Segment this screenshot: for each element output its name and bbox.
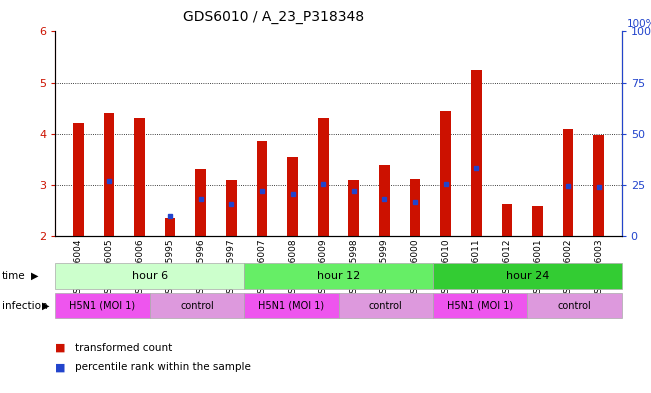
Bar [55, 293, 150, 318]
Bar [55, 263, 244, 289]
Bar [348, 180, 359, 236]
Bar [532, 206, 543, 236]
Bar [501, 204, 512, 236]
Text: ▶: ▶ [42, 301, 50, 310]
Bar [244, 263, 433, 289]
Text: control: control [369, 301, 402, 310]
Bar [433, 293, 527, 318]
Bar [287, 156, 298, 236]
Bar [318, 118, 329, 236]
Bar [562, 129, 574, 236]
Text: control: control [180, 301, 214, 310]
Text: hour 6: hour 6 [132, 271, 168, 281]
Bar [226, 180, 237, 236]
Bar [244, 293, 339, 318]
Bar [165, 218, 176, 236]
Bar [134, 118, 145, 236]
Bar [440, 110, 451, 236]
Text: H5N1 (MOI 1): H5N1 (MOI 1) [70, 301, 135, 310]
Text: infection: infection [2, 301, 48, 310]
Bar [433, 263, 622, 289]
Text: ■: ■ [55, 362, 66, 373]
Bar [409, 178, 421, 236]
Bar [73, 123, 83, 236]
Bar [256, 141, 268, 236]
Bar [150, 293, 244, 318]
Text: H5N1 (MOI 1): H5N1 (MOI 1) [447, 301, 513, 310]
Bar [104, 113, 115, 236]
Text: hour 24: hour 24 [506, 271, 549, 281]
Text: 100%: 100% [628, 18, 651, 29]
Text: percentile rank within the sample: percentile rank within the sample [75, 362, 251, 373]
Bar [379, 165, 390, 236]
Text: ■: ■ [55, 343, 66, 353]
Bar [471, 70, 482, 236]
Text: hour 12: hour 12 [317, 271, 360, 281]
Bar [527, 293, 622, 318]
Bar [195, 169, 206, 236]
Bar [339, 293, 433, 318]
Text: control: control [558, 301, 591, 310]
Text: time: time [2, 271, 25, 281]
Bar [593, 135, 604, 236]
Text: H5N1 (MOI 1): H5N1 (MOI 1) [258, 301, 324, 310]
Text: ▶: ▶ [31, 271, 38, 281]
Text: transformed count: transformed count [75, 343, 172, 353]
Text: GDS6010 / A_23_P318348: GDS6010 / A_23_P318348 [183, 10, 364, 24]
